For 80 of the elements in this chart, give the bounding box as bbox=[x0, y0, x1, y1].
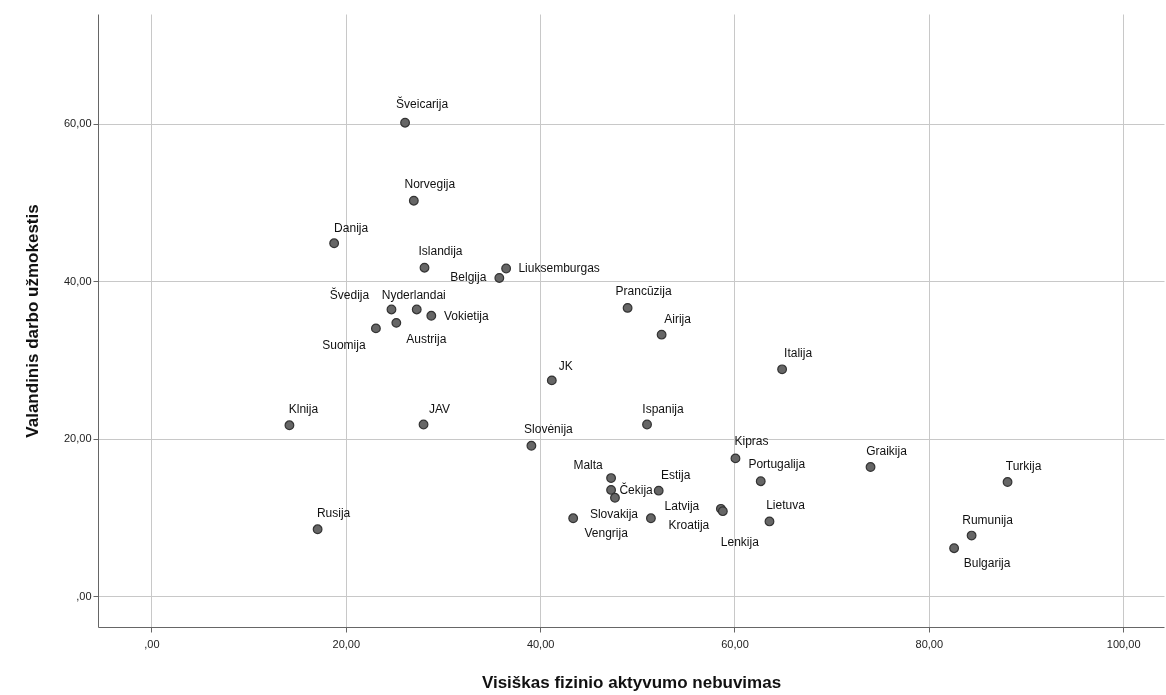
point bbox=[610, 492, 620, 503]
annotation: Latvija bbox=[664, 498, 700, 513]
point bbox=[501, 263, 512, 274]
annotation: Suomija bbox=[322, 338, 366, 353]
point bbox=[606, 473, 617, 484]
annotation: Nyderlandai bbox=[381, 288, 446, 303]
annotation: Slovakija bbox=[589, 506, 639, 521]
annotation: Italija bbox=[784, 346, 813, 361]
point bbox=[284, 420, 295, 431]
annotation: Lietuva bbox=[766, 498, 806, 513]
annotation: Lenkija bbox=[720, 535, 760, 550]
point bbox=[568, 513, 579, 524]
point bbox=[391, 317, 402, 328]
annotation: Danija bbox=[334, 221, 369, 236]
annotation: Klnija bbox=[288, 402, 319, 417]
annotation: Šveicarija bbox=[396, 95, 449, 111]
annotation: JAV bbox=[428, 401, 451, 416]
point bbox=[408, 195, 419, 206]
point bbox=[764, 516, 775, 527]
point bbox=[755, 476, 766, 487]
x-tick-label: 100,00 bbox=[1106, 637, 1141, 650]
x-tick-label: 40,00 bbox=[526, 637, 555, 650]
point bbox=[426, 310, 437, 321]
point bbox=[400, 117, 410, 128]
annotation: Rumunija bbox=[962, 512, 1014, 527]
point bbox=[419, 262, 430, 273]
point bbox=[622, 302, 633, 313]
y-axis-title: Valandinis darbo užmokestis bbox=[22, 204, 42, 438]
point bbox=[656, 329, 667, 340]
point bbox=[370, 323, 381, 334]
annotation: Austrija bbox=[406, 331, 447, 346]
point bbox=[730, 453, 741, 464]
point bbox=[606, 484, 617, 495]
annotation: Portugalija bbox=[748, 457, 806, 472]
y-tick-label: ,00 bbox=[76, 589, 92, 602]
point bbox=[329, 238, 340, 249]
annotation: Graikija bbox=[866, 444, 908, 459]
point bbox=[642, 419, 652, 430]
x-tick-label: 60,00 bbox=[721, 637, 749, 650]
point bbox=[411, 304, 422, 315]
annotation: Čekija bbox=[619, 481, 654, 497]
annotation: Norvegija bbox=[404, 176, 456, 191]
annotation: Belgija bbox=[450, 269, 487, 284]
annotation: Kroatija bbox=[668, 518, 710, 533]
annotation: Kipras bbox=[734, 434, 769, 449]
annotation: Bulgarija bbox=[963, 556, 1011, 571]
y-tick-label: 60,00 bbox=[63, 117, 92, 130]
annotation: Liuksemburgas bbox=[518, 261, 600, 276]
annotation: Švedija bbox=[329, 287, 370, 303]
x-tick-label: 20,00 bbox=[332, 637, 361, 650]
point bbox=[1002, 477, 1013, 487]
annotation: Turkija bbox=[1005, 459, 1042, 474]
point bbox=[312, 524, 323, 535]
annotation: Vokietija bbox=[443, 308, 489, 323]
annotation: Slovėnija bbox=[524, 421, 574, 436]
annotation: Islandija bbox=[418, 243, 463, 258]
point bbox=[526, 440, 537, 451]
annotation: Rusija bbox=[316, 506, 351, 521]
annotation: Airija bbox=[664, 311, 692, 326]
annotation: Vengrija bbox=[584, 526, 629, 541]
annotation: Prancūzija bbox=[615, 283, 672, 298]
point bbox=[546, 375, 557, 386]
x-axis-title: Visiškas fizinio aktyvumo nebuvimas bbox=[481, 672, 782, 692]
point bbox=[966, 530, 977, 541]
x-tick-label: 80,00 bbox=[915, 637, 944, 650]
point bbox=[865, 462, 876, 472]
annotation: JK bbox=[558, 359, 573, 374]
annotation: Estija bbox=[661, 467, 691, 482]
annotation: Ispanija bbox=[642, 401, 685, 416]
y-tick-label: 20,00 bbox=[63, 432, 92, 445]
x-tick-label: ,00 bbox=[144, 637, 160, 650]
y-tick-label: 40,00 bbox=[63, 274, 92, 287]
annotation: Malta bbox=[573, 458, 604, 473]
point bbox=[494, 273, 505, 283]
point bbox=[418, 419, 429, 430]
point bbox=[949, 543, 960, 554]
point bbox=[777, 364, 788, 375]
point bbox=[386, 304, 397, 315]
point bbox=[653, 485, 664, 496]
point bbox=[645, 513, 656, 524]
